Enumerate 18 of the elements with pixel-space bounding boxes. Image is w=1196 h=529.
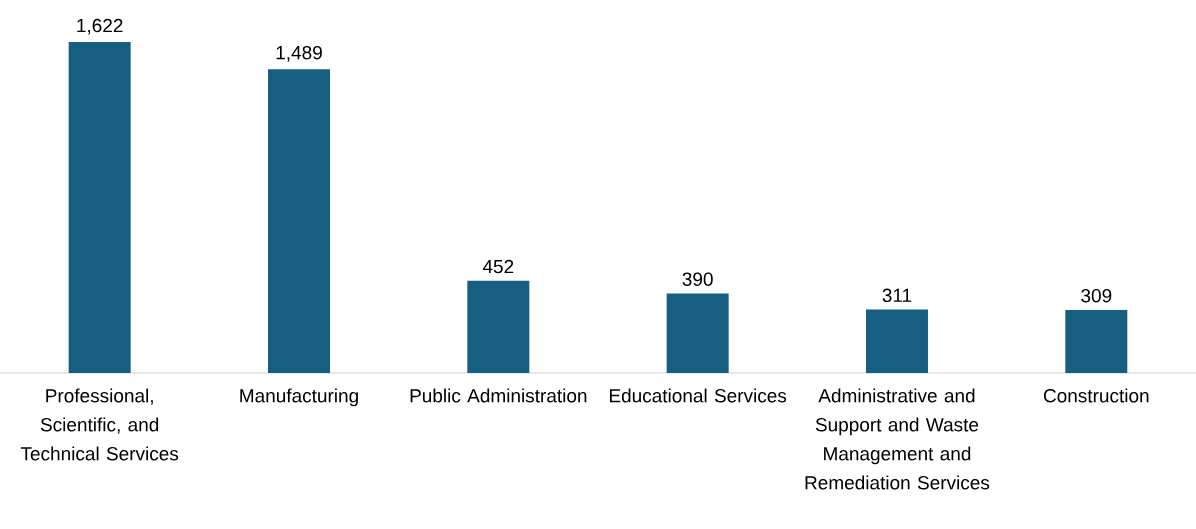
data-label: 452 xyxy=(482,259,514,274)
x-tick-label: Professional, Scientific, and Technical Services xyxy=(20,388,179,461)
x-tick-label: Administrative and Support and Waste Management and Remediation Services xyxy=(805,388,990,490)
data-label: 311 xyxy=(882,288,912,303)
bar xyxy=(68,42,131,373)
bar xyxy=(666,293,729,373)
x-tick-label: Construction xyxy=(1043,388,1149,403)
x-tick-label: Manufacturing xyxy=(240,388,358,407)
data-label: 309 xyxy=(1081,288,1112,303)
data-label: 1,622 xyxy=(77,18,123,35)
bar xyxy=(467,280,530,373)
bar xyxy=(865,309,928,373)
data-label: 390 xyxy=(682,272,713,286)
bar xyxy=(267,69,330,373)
x-tick-label: Public Administration xyxy=(410,388,587,403)
data-label: 1,489 xyxy=(276,45,322,62)
x-tick-label: Educational Services xyxy=(609,388,787,403)
bar xyxy=(1065,309,1128,373)
